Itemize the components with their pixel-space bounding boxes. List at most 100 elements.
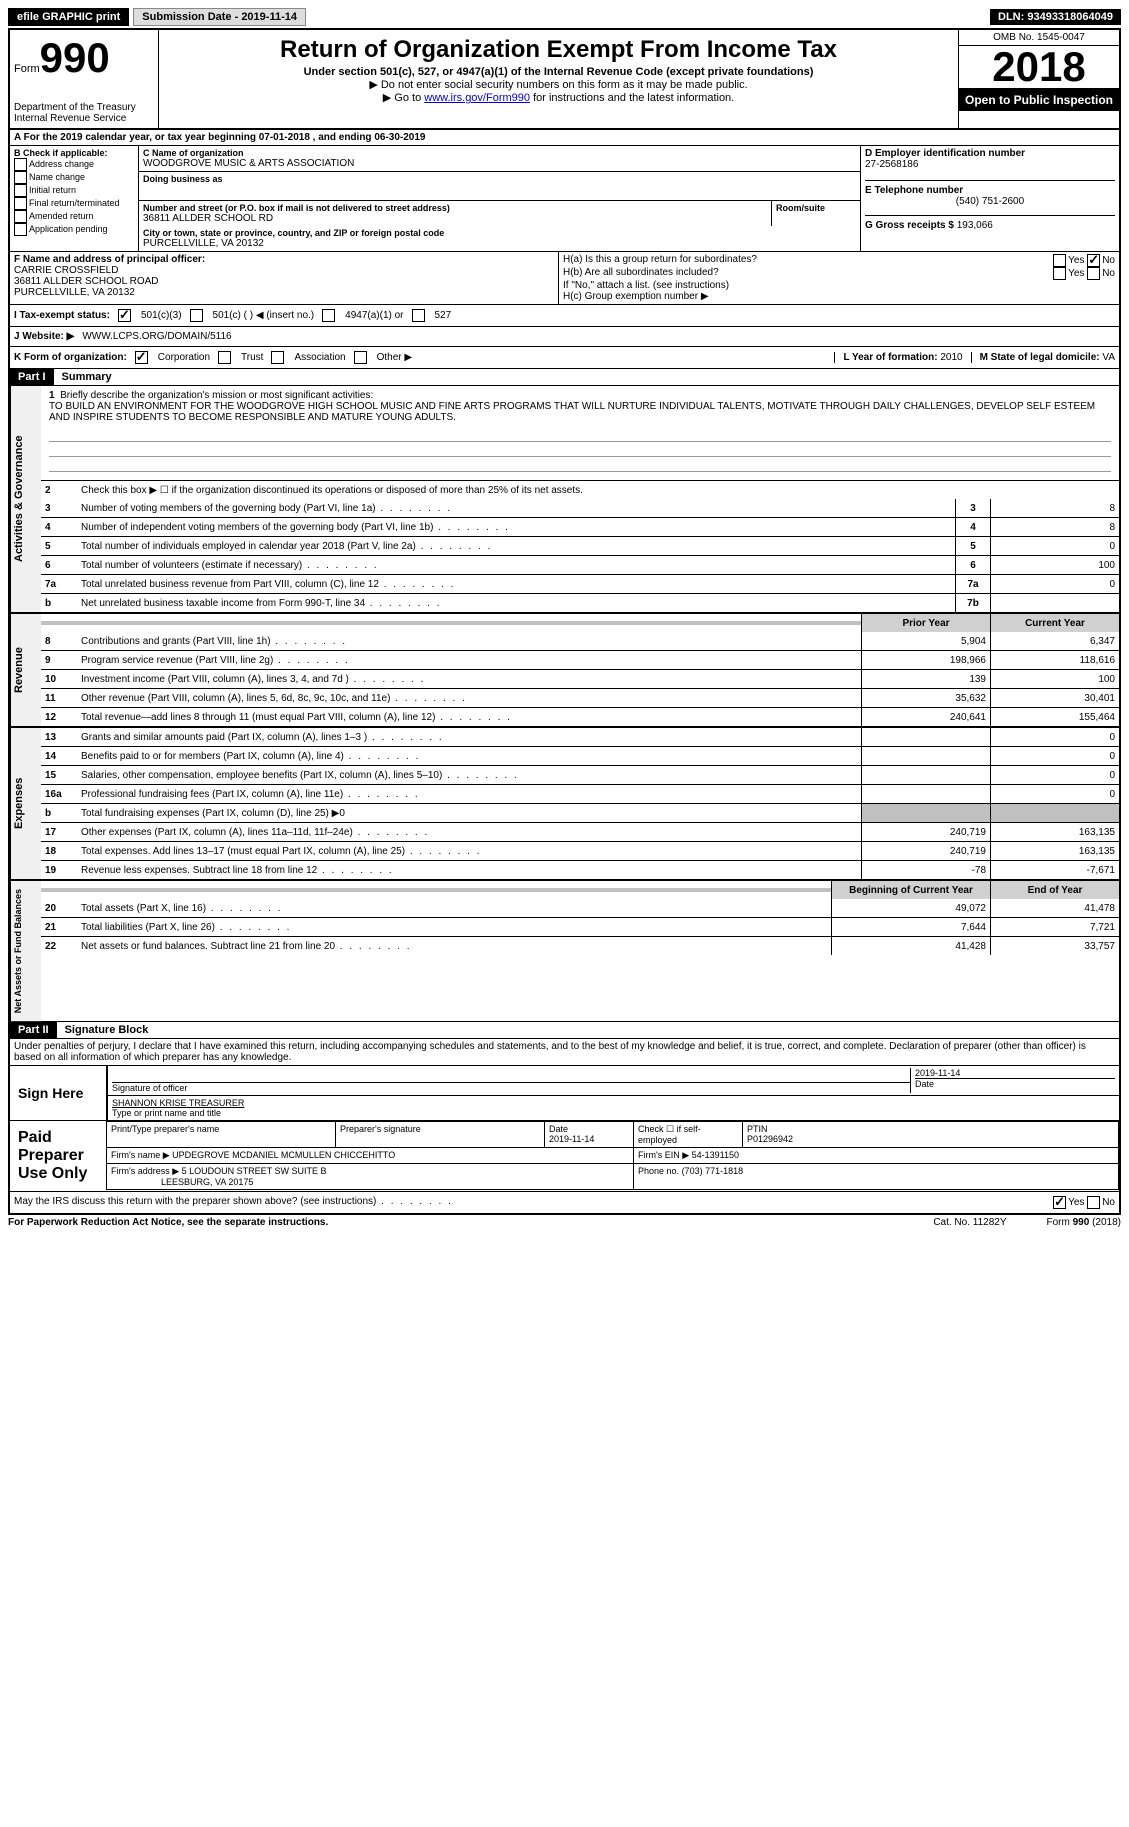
cb-name-change[interactable]: Name change xyxy=(14,171,134,184)
prior-value: 35,632 xyxy=(861,689,990,707)
discuss-row: May the IRS discuss this return with the… xyxy=(10,1192,1119,1213)
line1-label: Briefly describe the organization's miss… xyxy=(60,390,373,401)
end-value: 41,478 xyxy=(990,899,1119,917)
l-value: 2010 xyxy=(940,352,962,363)
cb-initial-return[interactable]: Initial return xyxy=(14,184,134,197)
cb-amended[interactable]: Amended return xyxy=(14,210,134,223)
opt-501c: 501(c) ( ) ◀ (insert no.) xyxy=(213,310,315,321)
firm-name-value: UPDEGROVE MCDANIEL MCMULLEN CHICCEHITTO xyxy=(172,1150,395,1160)
part1-header: Part I Summary xyxy=(10,369,1119,386)
line-num: 22 xyxy=(41,939,77,954)
org-address: 36811 ALLDER SCHOOL RD xyxy=(143,213,767,224)
entity-block: B Check if applicable: Address change Na… xyxy=(10,146,1119,252)
d-label: D Employer identification number xyxy=(865,148,1115,159)
line-text: Total expenses. Add lines 13–17 (must eq… xyxy=(77,844,861,859)
firm-city-value: LEESBURG, VA 20175 xyxy=(161,1177,253,1187)
section-f: F Name and address of principal officer:… xyxy=(10,252,559,304)
cb-address-change[interactable]: Address change xyxy=(14,158,134,171)
line-value xyxy=(990,594,1119,612)
line-num: 19 xyxy=(41,863,77,878)
efile-button[interactable]: efile GRAPHIC print xyxy=(8,8,129,26)
cb-app-pending[interactable]: Application pending xyxy=(14,223,134,236)
officer-addr2: PURCELLVILLE, VA 20132 xyxy=(14,287,135,298)
table-row: 15 Salaries, other compensation, employe… xyxy=(41,765,1119,784)
table-row: 5 Total number of individuals employed i… xyxy=(41,536,1119,555)
cb-final-return[interactable]: Final return/terminated xyxy=(14,197,134,210)
cb-527[interactable] xyxy=(412,309,425,322)
net-blank-num xyxy=(41,888,77,892)
b-header: B Check if applicable: xyxy=(14,148,134,158)
discuss-no[interactable] xyxy=(1087,1196,1100,1209)
cb-trust[interactable] xyxy=(218,351,231,364)
table-row: 10 Investment income (Part VIII, column … xyxy=(41,669,1119,688)
l-label: L Year of formation: xyxy=(843,352,937,363)
open-public-badge: Open to Public Inspection xyxy=(959,89,1119,111)
table-row: 22 Net assets or fund balances. Subtract… xyxy=(41,936,1119,955)
table-row: 19 Revenue less expenses. Subtract line … xyxy=(41,860,1119,879)
cb-501c[interactable] xyxy=(190,309,203,322)
line-num: 20 xyxy=(41,901,77,916)
cb-assoc[interactable] xyxy=(271,351,284,364)
line-num: b xyxy=(41,806,77,821)
line-text: Other expenses (Part IX, column (A), lin… xyxy=(77,825,861,840)
hb-no[interactable] xyxy=(1087,267,1100,280)
note2-suffix: for instructions and the latest informat… xyxy=(530,92,734,104)
form-subtitle: Under section 501(c), 527, or 4947(a)(1)… xyxy=(163,66,954,78)
section-c: C Name of organization WOODGROVE MUSIC &… xyxy=(139,146,860,251)
form-prefix: Form xyxy=(14,63,40,75)
ha-yes[interactable] xyxy=(1053,254,1066,267)
addr-label: Number and street (or P.O. box if mail i… xyxy=(143,203,767,213)
firm-phone-label: Phone no. xyxy=(638,1166,679,1176)
line-num: 18 xyxy=(41,844,77,859)
table-row: 3 Number of voting members of the govern… xyxy=(41,499,1119,517)
cb-other[interactable] xyxy=(354,351,367,364)
line-text: Total assets (Part X, line 16) xyxy=(77,901,831,916)
gov-section: Activities & Governance 1 Briefly descri… xyxy=(10,386,1119,614)
sign-here-label: Sign Here xyxy=(10,1077,106,1109)
section-d-e-g: D Employer identification number 27-2568… xyxy=(860,146,1119,251)
website-value: WWW.LCPS.ORG/DOMAIN/5116 xyxy=(82,331,231,342)
opt-4947: 4947(a)(1) or xyxy=(345,310,403,321)
cb-4947[interactable] xyxy=(322,309,335,322)
net-blank-text xyxy=(77,888,831,892)
line-num: 21 xyxy=(41,920,77,935)
line-text: Contributions and grants (Part VIII, lin… xyxy=(77,634,861,649)
firm-phone-value: (703) 771-1818 xyxy=(682,1166,744,1176)
section-f-h: F Name and address of principal officer:… xyxy=(10,252,1119,305)
table-row: 21 Total liabilities (Part X, line 26) 7… xyxy=(41,917,1119,936)
opt-assoc: Association xyxy=(294,352,345,363)
table-row: 8 Contributions and grants (Part VIII, l… xyxy=(41,632,1119,650)
ha-no[interactable] xyxy=(1087,254,1100,267)
hb-label: H(b) Are all subordinates included? xyxy=(563,267,719,280)
hb-yes[interactable] xyxy=(1053,267,1066,280)
section-j: J Website: ▶ WWW.LCPS.ORG/DOMAIN/5116 xyxy=(10,327,1119,347)
ptin-label: PTIN xyxy=(747,1124,768,1134)
table-row: 7a Total unrelated business revenue from… xyxy=(41,574,1119,593)
line-text: Benefits paid to or for members (Part IX… xyxy=(77,749,861,764)
tab-net-assets: Net Assets or Fund Balances xyxy=(10,881,41,1021)
cb-corp[interactable] xyxy=(135,351,148,364)
form-frame: Form990 Department of the Treasury Inter… xyxy=(8,28,1121,1215)
dln-label: DLN: 93493318064049 xyxy=(990,9,1121,25)
table-row: b Net unrelated business taxable income … xyxy=(41,593,1119,612)
line-value: 100 xyxy=(990,556,1119,574)
line-text: Number of voting members of the governin… xyxy=(77,501,955,516)
line-box: 4 xyxy=(955,518,990,536)
cb-501c3[interactable] xyxy=(118,309,131,322)
end-year-header: End of Year xyxy=(990,881,1119,899)
submission-date-button[interactable]: Submission Date - 2019-11-14 xyxy=(133,8,306,26)
phone-value: (540) 751-2600 xyxy=(865,196,1115,207)
table-row: 16a Professional fundraising fees (Part … xyxy=(41,784,1119,803)
irs-link[interactable]: www.irs.gov/Form990 xyxy=(424,92,530,104)
section-k-l-m: K Form of organization: Corporation Trus… xyxy=(10,347,1119,369)
firm-addr-label: Firm's address ▶ xyxy=(111,1166,179,1176)
prior-value xyxy=(861,728,990,746)
form-note1: ▶ Do not enter social security numbers o… xyxy=(163,78,954,91)
prior-value xyxy=(861,804,990,822)
part2-title: Signature Block xyxy=(57,1024,149,1036)
line-num: b xyxy=(41,596,77,611)
discuss-yes[interactable] xyxy=(1053,1196,1066,1209)
footer: For Paperwork Reduction Act Notice, see … xyxy=(8,1215,1121,1230)
line-num: 14 xyxy=(41,749,77,764)
form-header: Form990 Department of the Treasury Inter… xyxy=(10,30,1119,130)
